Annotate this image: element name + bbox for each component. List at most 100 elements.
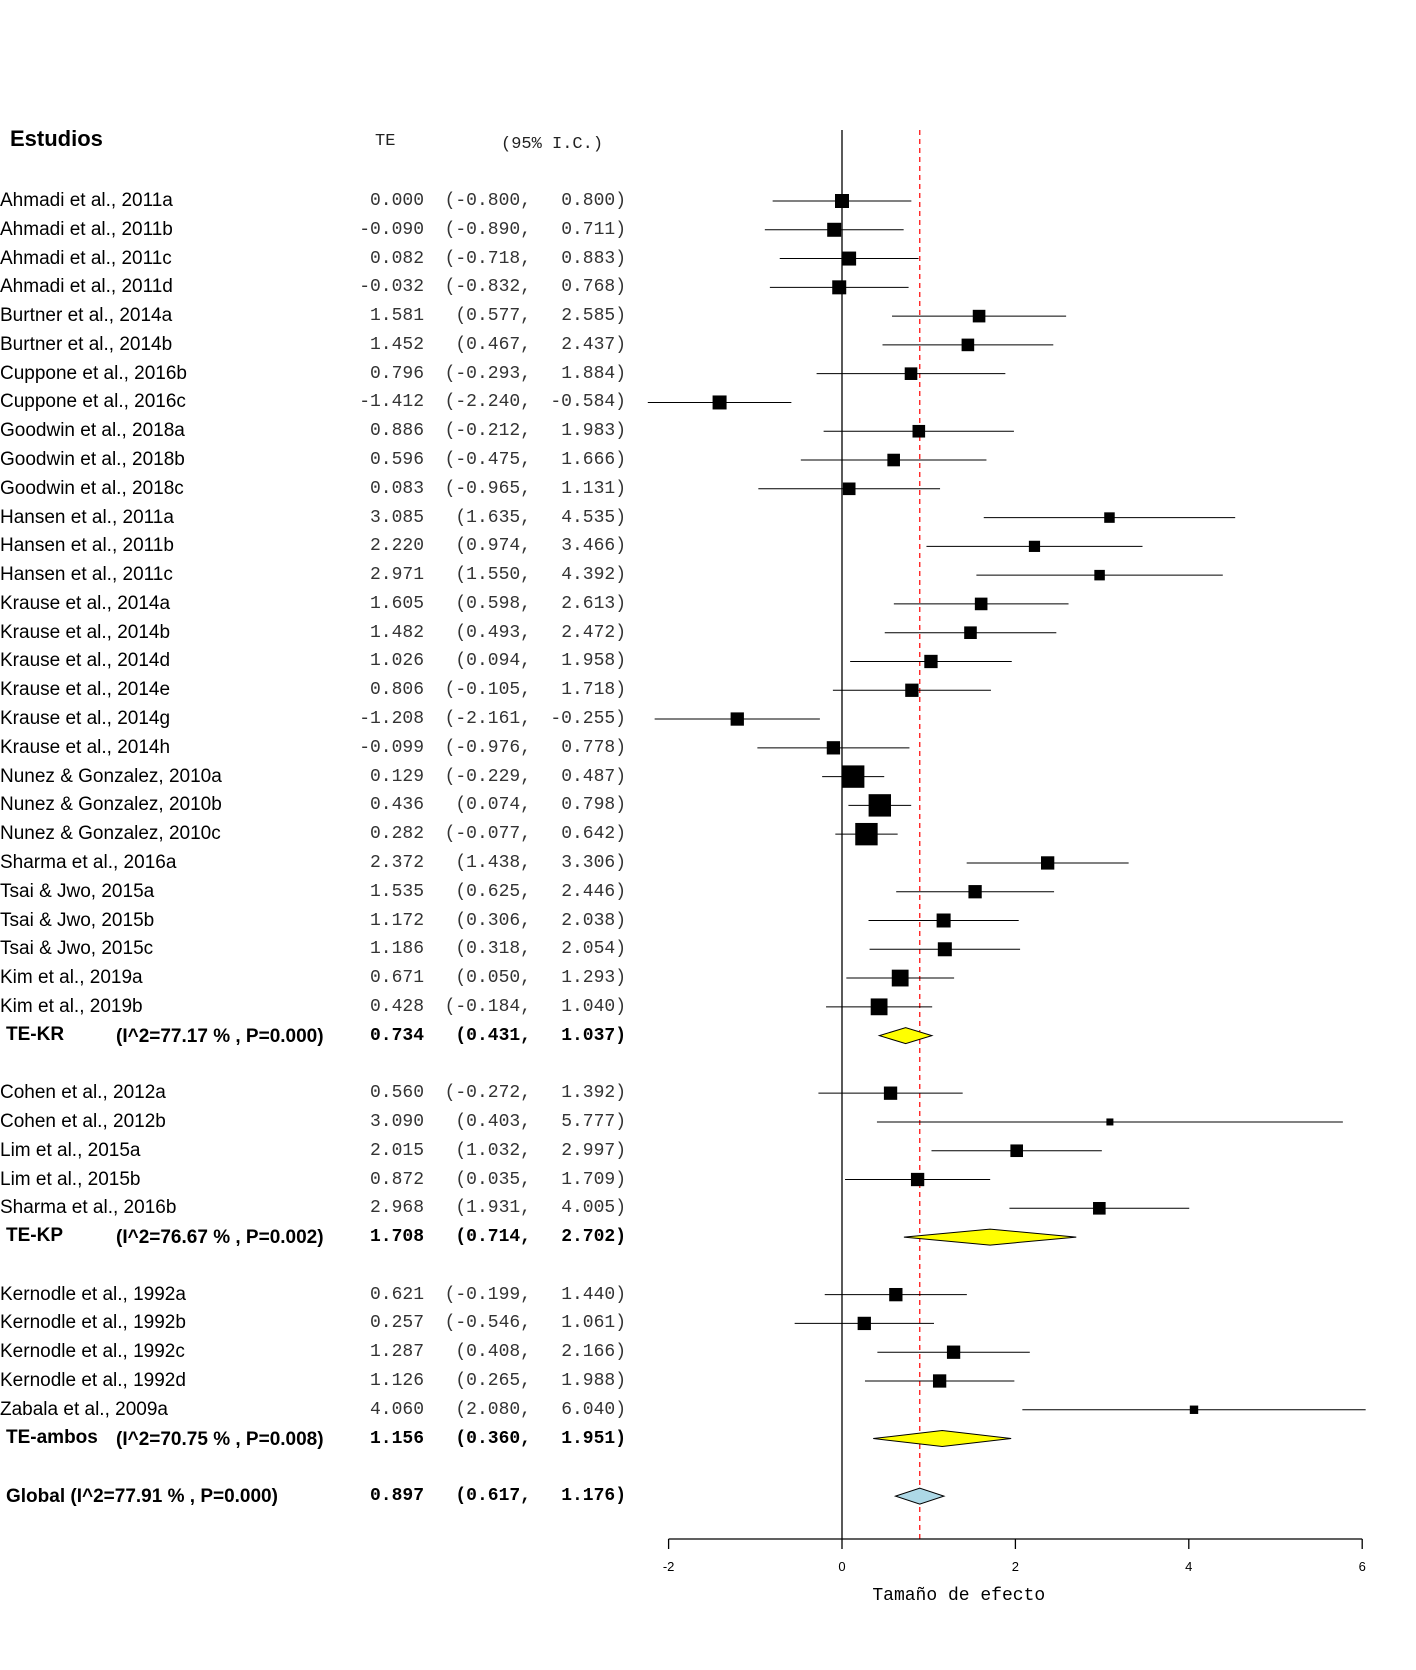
- ci-lower-value: (1.550,: [455, 565, 531, 586]
- study-label: Ahmadi et al., 2011a: [0, 190, 173, 211]
- effect-box: [832, 280, 847, 295]
- study-label: Krause et al., 2014e: [0, 679, 171, 701]
- x-tick-label: -2: [662, 1559, 675, 1574]
- effect-size-value: 1.156: [369, 1428, 424, 1449]
- study-label: Goodwin et al., 2018a: [0, 420, 185, 442]
- ci-upper-value: 2.054): [561, 939, 626, 960]
- ci-lower-value: (0.493,: [455, 622, 531, 643]
- effect-box: [891, 969, 909, 987]
- effect-box: [936, 913, 951, 928]
- effect-box: [974, 597, 988, 611]
- ci-lower-value: (-0.184,: [444, 996, 531, 1017]
- ci-upper-value: 1.988): [561, 1370, 626, 1391]
- ci-lower-value: (-0.800,: [444, 191, 531, 211]
- ci-upper-value: 1.983): [561, 421, 626, 442]
- study-label: Hansen et al., 2011b: [0, 535, 174, 557]
- study-label: Cuppone et al., 2016c: [0, 391, 186, 413]
- ci-lower-value: (0.431,: [455, 1025, 531, 1046]
- study-label: Tsai & Jwo, 2015a: [0, 880, 155, 902]
- ci-lower-value: (0.598,: [455, 593, 531, 614]
- subgroup-diamond: [877, 1027, 934, 1045]
- ci-lower-value: (0.265,: [455, 1370, 531, 1391]
- effect-size-value: 2.015: [369, 1140, 424, 1161]
- ci-lower-value: (0.617,: [455, 1486, 531, 1507]
- effect-size-value: -1.208: [359, 709, 424, 730]
- subgroup-heterogeneity: (I^2=76.67 % , P=0.002): [116, 1227, 324, 1249]
- effect-box: [937, 942, 952, 957]
- ci-upper-value: 0.487): [561, 766, 626, 787]
- ci-lower-value: (0.094,: [455, 651, 531, 672]
- effect-box: [842, 482, 856, 496]
- study-label: Ahmadi et al., 2011b: [0, 218, 173, 240]
- effect-size-value: -1.412: [359, 392, 424, 413]
- effect-size-value: 0.428: [369, 996, 424, 1017]
- ci-lower-value: (-0.832,: [444, 277, 531, 298]
- ci-upper-value: 0.800): [561, 191, 626, 211]
- effect-box: [961, 338, 975, 352]
- ci-lower-value: (-2.240,: [444, 392, 531, 413]
- study-label: Burtner et al., 2014a: [0, 305, 173, 327]
- ci-lower-value: (-0.475,: [444, 450, 531, 471]
- ci-lower-value: (0.403,: [455, 1111, 531, 1132]
- ci-lower-value: (-0.293,: [444, 363, 531, 384]
- effect-box: [924, 654, 938, 669]
- effect-size-value: 2.372: [369, 852, 424, 873]
- effect-size-value: 0.560: [369, 1083, 424, 1104]
- ci-upper-value: 1.131): [561, 478, 626, 499]
- x-tick-label: 2: [1011, 1559, 1019, 1574]
- overall-label: Global (I^2=77.91 % , P=0.000): [6, 1486, 278, 1508]
- ci-lower-value: (2.080,: [455, 1399, 531, 1420]
- ci-lower-value: (0.974,: [455, 536, 531, 557]
- effect-box: [968, 885, 982, 899]
- study-label: Krause et al., 2014g: [0, 708, 171, 730]
- effect-box: [855, 822, 878, 846]
- subgroup-label: TE-ambos: [6, 1426, 98, 1448]
- effect-size-value: 0.671: [369, 968, 424, 989]
- ci-lower-value: (0.467,: [455, 334, 531, 355]
- effect-box: [883, 1086, 898, 1100]
- ci-upper-value: 0.883): [561, 248, 626, 269]
- effect-box: [1106, 1118, 1114, 1126]
- ci-upper-value: 2.166): [561, 1342, 626, 1363]
- effect-size-value: 1.535: [369, 881, 424, 902]
- effect-box: [835, 194, 849, 208]
- study-label: Hansen et al., 2011a: [0, 506, 174, 528]
- effect-size-value: 0.257: [369, 1313, 424, 1334]
- effect-box: [730, 712, 744, 726]
- effect-box: [857, 1316, 871, 1331]
- ci-upper-value: 1.040): [561, 996, 626, 1017]
- effect-box: [964, 626, 977, 639]
- ci-upper-value: 2.446): [561, 881, 626, 902]
- study-label: Hansen et al., 2011c: [0, 564, 173, 586]
- effect-size-value: 4.060: [369, 1399, 424, 1420]
- effect-size-value: 0.596: [369, 450, 424, 471]
- study-label: Cohen et al., 2012a: [0, 1082, 166, 1104]
- effect-box: [912, 424, 926, 438]
- effect-size-value: 2.971: [369, 565, 424, 586]
- study-label: Ahmadi et al., 2011c: [0, 247, 172, 269]
- effect-size-value: 1.482: [369, 622, 424, 643]
- subgroup-label: TE-KP: [6, 1225, 63, 1247]
- study-label: Krause et al., 2014b: [0, 621, 171, 643]
- ci-lower-value: (1.635,: [455, 507, 531, 528]
- ci-upper-value: 1.392): [561, 1083, 626, 1104]
- effect-size-value: 1.186: [369, 939, 424, 960]
- effect-size-value: 0.806: [369, 680, 424, 701]
- effect-size-value: 1.026: [369, 651, 424, 672]
- study-label: Nunez & Gonzalez, 2010c: [0, 823, 221, 845]
- effect-size-value: 0.897: [369, 1486, 424, 1507]
- ci-lower-value: (-0.077,: [444, 824, 531, 845]
- effect-box: [910, 1172, 925, 1187]
- effect-size-value: -0.099: [359, 737, 424, 758]
- effect-size-value: 1.452: [369, 334, 424, 355]
- study-label: Ahmadi et al., 2011d: [0, 276, 173, 298]
- study-label: Krause et al., 2014a: [0, 592, 171, 614]
- ci-header: (95% I.C.): [501, 135, 604, 154]
- ci-upper-value: 1.666): [561, 450, 626, 471]
- ci-upper-value: 1.951): [561, 1428, 626, 1449]
- ci-lower-value: (1.931,: [455, 1198, 531, 1219]
- study-label: Nunez & Gonzalez, 2010a: [0, 765, 222, 787]
- ci-upper-value: 4.535): [561, 507, 626, 528]
